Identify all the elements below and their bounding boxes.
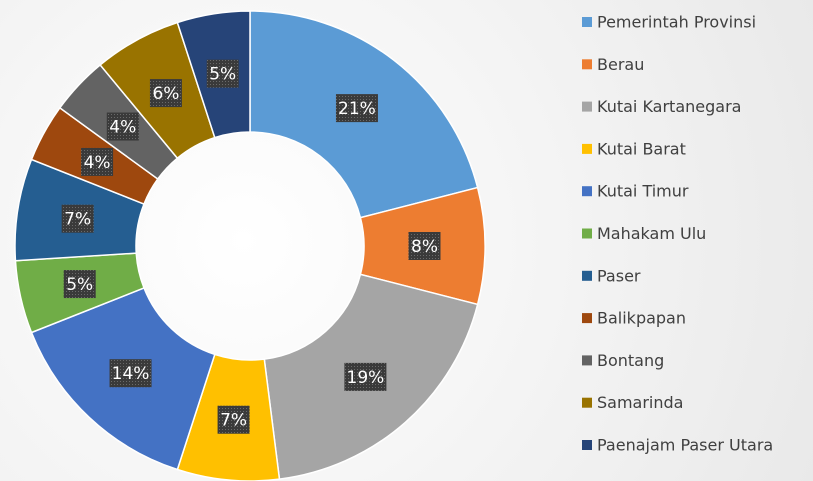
- legend-swatch: [582, 440, 592, 450]
- label-box: [335, 94, 378, 123]
- data-label: 8%: [411, 237, 438, 257]
- legend-swatch: [582, 270, 592, 281]
- legend-label: Samarinda: [597, 393, 683, 412]
- legend-swatch: [582, 101, 592, 112]
- label-box: [81, 147, 114, 176]
- data-label: 7%: [64, 210, 91, 230]
- label-box: [408, 232, 441, 260]
- legend-label: Bontang: [597, 351, 664, 370]
- data-label: 6%: [152, 84, 179, 104]
- legend-swatch: [582, 397, 592, 408]
- label-box: [206, 59, 239, 88]
- legend-label: Kutai Barat: [597, 139, 686, 158]
- legend-swatch: [582, 59, 592, 70]
- legend-swatch: [582, 228, 592, 239]
- legend-label: Mahakam Ulu: [597, 224, 706, 243]
- legend-label: Kutai Timur: [597, 182, 689, 201]
- data-label: 4%: [84, 153, 111, 173]
- data-label: 5%: [209, 65, 236, 85]
- legend-swatch: [582, 355, 592, 366]
- label-box: [106, 112, 139, 141]
- data-label: 4%: [109, 118, 136, 138]
- data-label: 14%: [112, 364, 150, 384]
- legend-swatch: [582, 17, 592, 27]
- label-box: [109, 359, 152, 388]
- label-box: [217, 405, 250, 434]
- label-box: [344, 362, 387, 391]
- legend-swatch: [582, 143, 592, 154]
- legend-swatch: [582, 186, 592, 197]
- legend-label: Pemerintah Provinsi: [597, 13, 756, 32]
- legend-label: Kutai Kartanegara: [597, 97, 741, 116]
- label-box: [61, 204, 94, 233]
- data-label: 19%: [347, 368, 385, 388]
- legend-swatch: [582, 313, 592, 324]
- legend-label: Berau: [597, 55, 644, 74]
- data-label: 21%: [338, 99, 376, 119]
- label-box: [63, 270, 96, 299]
- data-label: 5%: [66, 275, 93, 295]
- label-box: [149, 79, 182, 108]
- legend-label: Paenajam Paser Utara: [597, 436, 773, 455]
- legend-label: Paser: [597, 266, 641, 285]
- legend-label: Balikpapan: [597, 309, 686, 328]
- data-label: 7%: [220, 411, 247, 431]
